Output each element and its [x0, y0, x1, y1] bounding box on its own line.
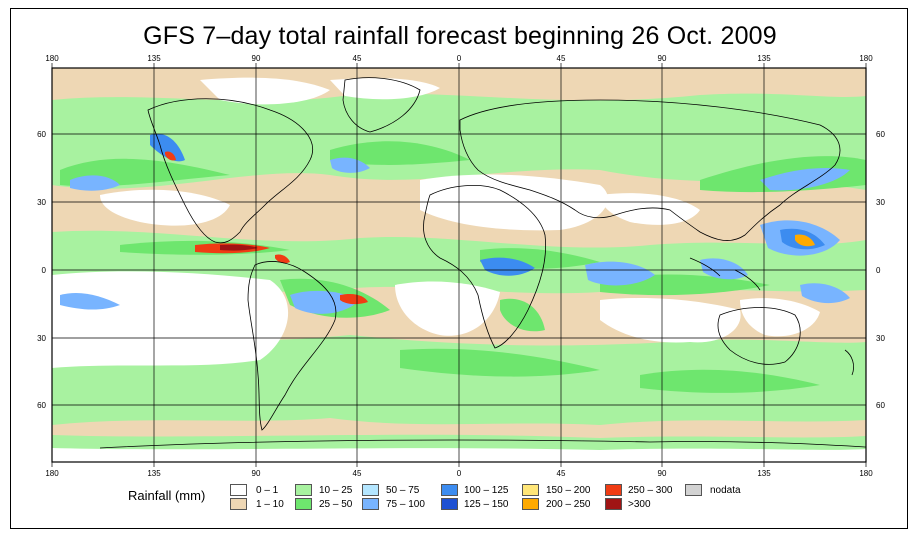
top-lon-label: 135: [147, 54, 161, 63]
left-lat-label: 0: [42, 266, 47, 275]
bottom-lon-label: 180: [45, 469, 59, 478]
bottom-lon-label: 90: [658, 469, 667, 478]
top-lon-label: 90: [658, 54, 667, 63]
bottom-lon-label: 180: [859, 469, 873, 478]
bottom-lon-label: 135: [147, 469, 161, 478]
bottom-lon-label: 45: [557, 469, 566, 478]
map-title: GFS 7–day total rainfall forecast beginn…: [143, 22, 777, 50]
bottom-lon-label: 0: [457, 469, 462, 478]
top-lon-label: 0: [457, 54, 462, 63]
bottom-lon-label: 90: [252, 469, 261, 478]
top-lon-label: 180: [859, 54, 873, 63]
left-lat-label: 60: [37, 130, 46, 139]
bottom-lon-label: 45: [353, 469, 362, 478]
right-lat-label: 60: [876, 130, 885, 139]
top-lon-label: 45: [353, 54, 362, 63]
left-lat-label: 60: [37, 401, 46, 410]
right-lat-label: 30: [876, 334, 885, 343]
bottom-lon-label: 135: [757, 469, 771, 478]
left-lat-label: 30: [37, 198, 46, 207]
right-lat-label: 30: [876, 198, 885, 207]
left-lat-label: 30: [37, 334, 46, 343]
right-lat-label: 60: [876, 401, 885, 410]
right-lat-label: 0: [876, 266, 881, 275]
tick-marks: [51, 63, 867, 467]
top-lon-label: 90: [252, 54, 261, 63]
top-lon-label: 45: [557, 54, 566, 63]
graticule: [52, 68, 866, 462]
top-lon-label: 180: [45, 54, 59, 63]
coastlines: [99, 77, 866, 449]
figure-frame: [10, 8, 908, 529]
top-lon-label: 135: [757, 54, 771, 63]
